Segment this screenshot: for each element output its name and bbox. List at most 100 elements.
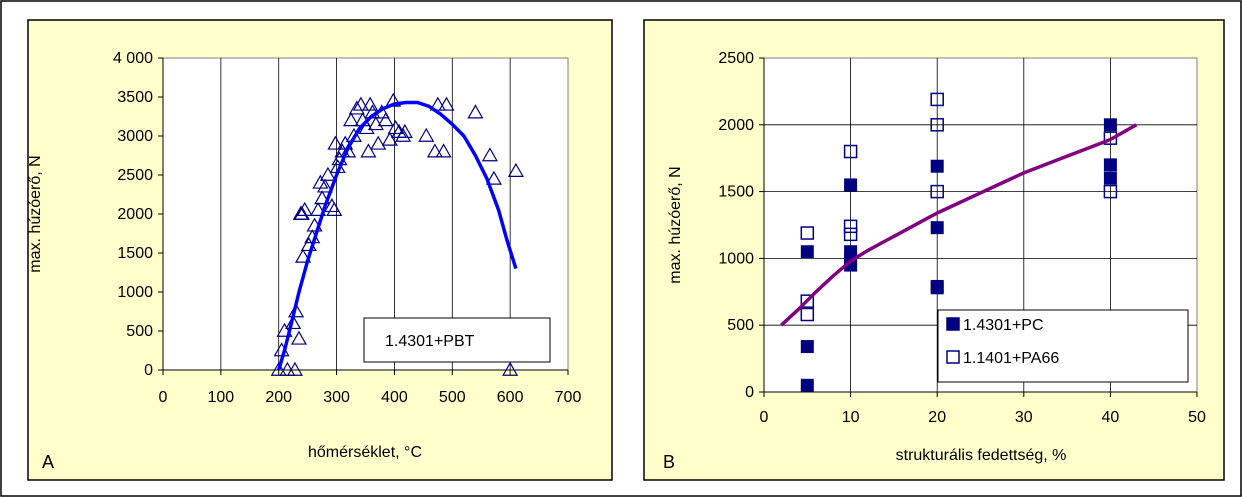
- panel-a-data-point: [348, 100, 365, 115]
- panel-a-data-point: [418, 127, 435, 142]
- panel-a-y-tick-label: 2000: [117, 206, 153, 223]
- panel-a-data-point: [326, 201, 343, 216]
- panel-b-data-point-pc: [800, 245, 814, 259]
- panel-b-data-point-pc: [844, 245, 858, 259]
- panel-a-y-tick-label: 500: [126, 323, 153, 340]
- panel-a: 0 500 1000 1500 2000 2500 3000 3500 4 000 0 100 20…: [27, 19, 613, 481]
- panel-a-data-point: [319, 166, 336, 181]
- panel-b-y-tick-label: 1500: [718, 184, 754, 201]
- panel-a-data-point: [467, 104, 484, 119]
- panel-a-data-point: [294, 248, 312, 263]
- panel-a-x-tick-label: 600: [497, 389, 524, 406]
- panel-a-letter: A: [42, 452, 54, 472]
- panel-a-data-point: [327, 135, 344, 150]
- panel-a-x-tick-label: 100: [208, 389, 235, 406]
- panel-b-data-point-pa66: [800, 307, 815, 322]
- panel-b-data-point-pa66: [843, 219, 858, 234]
- panel-b-data-point-pa66: [930, 92, 944, 107]
- panel-a-data-point: [481, 147, 498, 162]
- panel-b-data-point-pc: [1103, 158, 1117, 172]
- panel-a-y-tick-label: 3500: [117, 89, 153, 106]
- panel-a-data-point: [316, 178, 334, 193]
- panel-a-y-tick-label: 4 000: [113, 50, 153, 67]
- panel-b-x-tick-label: 30: [1015, 409, 1033, 426]
- panel-a-y-tick-label: 1000: [117, 284, 153, 301]
- panel-a-y-tick-label: 0: [144, 362, 153, 379]
- panel-a-x-tick-label: 400: [381, 389, 408, 406]
- panel-a-data-point: [502, 361, 519, 376]
- panel-a-data-point: [435, 143, 452, 158]
- panel-a-data-point: [387, 119, 404, 135]
- panel-a-data-point: [377, 112, 394, 127]
- panel-a-data-point: [370, 135, 387, 150]
- panel-a-y-tick-label: 2500: [117, 167, 153, 184]
- panel-a-x-tick-label: 200: [265, 389, 292, 406]
- panel-b-x-axis-label: strukturális fedettség, %: [896, 447, 1067, 464]
- panel-b-x-tick-label: 0: [760, 409, 769, 426]
- panel-a-data-point: [429, 96, 446, 111]
- panel-b-data-point-pa66: [843, 227, 858, 242]
- panel-a-data-point: [310, 201, 327, 216]
- panel-b-letter: B: [663, 452, 675, 472]
- panel-a-x-tick-label: 300: [323, 389, 350, 406]
- legend-filled-square-icon: [946, 317, 960, 331]
- panel-b-data-point-pc: [930, 221, 944, 235]
- panel-b-legend-box: [937, 309, 1189, 383]
- panel-b-legend-label-pa66: 1.1401+PA66: [963, 350, 1059, 367]
- panel-b-data-point-pc: [930, 159, 944, 173]
- panel-b-data-point-pa66: [800, 294, 815, 308]
- panel-a-series: [270, 92, 524, 376]
- panel-a-data-point: [270, 361, 287, 376]
- panel-b-data-point-pc: [844, 178, 858, 192]
- panel-a-x-tick-label: 500: [439, 389, 466, 406]
- panel-a-y-ticks: 0 500 1000 1500 2000 2500 3000 3500 4 000: [113, 50, 163, 379]
- panel-a-y-tick-label: 1500: [117, 245, 153, 262]
- panel-b-data-point-pc: [1103, 118, 1117, 132]
- panel-a-data-point: [426, 143, 443, 158]
- panel-a-trend-line: [277, 100, 518, 371]
- panel-a-x-axis-label: hőmérséklet, °C: [308, 444, 422, 461]
- panel-a-x-tick-label: 700: [555, 389, 582, 406]
- panel-b-trend-line: [780, 123, 1138, 327]
- panel-b-data-point-pa66: [930, 184, 944, 199]
- panel-a-data-point: [360, 143, 377, 158]
- panel-b-data-point-pa66: [1103, 184, 1118, 199]
- panel-b-data-point-pc: [1103, 171, 1117, 185]
- panel-a-data-point: [286, 361, 303, 376]
- panel-b-x-tick-label: 40: [1102, 409, 1120, 426]
- panel-a-data-point: [288, 303, 305, 318]
- panel-b-data-point-pc: [930, 279, 944, 293]
- panel-a-data-point: [340, 143, 357, 158]
- panel-a-data-point: [290, 330, 307, 345]
- panel-b-y-tick-label: 2500: [718, 50, 754, 67]
- panel-a-x-ticks: 0 100 200 300 400 500 600 700: [159, 370, 582, 406]
- panel-b-y-tick-label: 1000: [718, 250, 754, 267]
- panel-a-y-tick-label: 3000: [117, 128, 153, 145]
- panel-b-x-tick-label: 20: [928, 409, 946, 426]
- panel-a-data-point: [314, 190, 331, 205]
- panel-b-x-ticks: 0 10 20 30 40 50: [760, 392, 1206, 426]
- panel-b-y-tick-label: 500: [727, 317, 754, 334]
- panel-a-data-point: [381, 131, 398, 146]
- panel-b-series: [780, 92, 1138, 392]
- panel-b-data-point-pc: [800, 340, 814, 354]
- panel-a-data-point: [438, 96, 455, 111]
- panel-b-data-point-pa66: [1103, 131, 1118, 145]
- panel-a-gridlines: [162, 58, 568, 371]
- panel-a-data-point: [296, 201, 313, 216]
- panel-b-y-tick-label: 2000: [718, 117, 754, 134]
- panel-b-data-point-pa66: [843, 144, 858, 159]
- panel-a-x-tick-label: 0: [159, 389, 168, 406]
- panel-a-data-point: [285, 314, 302, 330]
- panel-b-data-point-pc: [800, 378, 814, 392]
- panel-a-legend: 1.4301+PBT: [363, 317, 551, 363]
- panel-b: 0 500 1000 1500 2000 2500 0 10 20 30 40 50 max. hú…: [643, 19, 1225, 481]
- panel-a-legend-box: [363, 317, 551, 363]
- panel-b-y-axis-label: max. húzóerő, N: [667, 166, 684, 283]
- panel-b-x-tick-label: 10: [842, 409, 860, 426]
- legend-open-square-icon: [946, 350, 960, 364]
- panel-b-legend-label-pc: 1.4301+PC: [963, 317, 1044, 334]
- panel-a-data-point: [352, 96, 369, 111]
- panel-a-legend-label: 1.4301+PBT: [385, 333, 475, 350]
